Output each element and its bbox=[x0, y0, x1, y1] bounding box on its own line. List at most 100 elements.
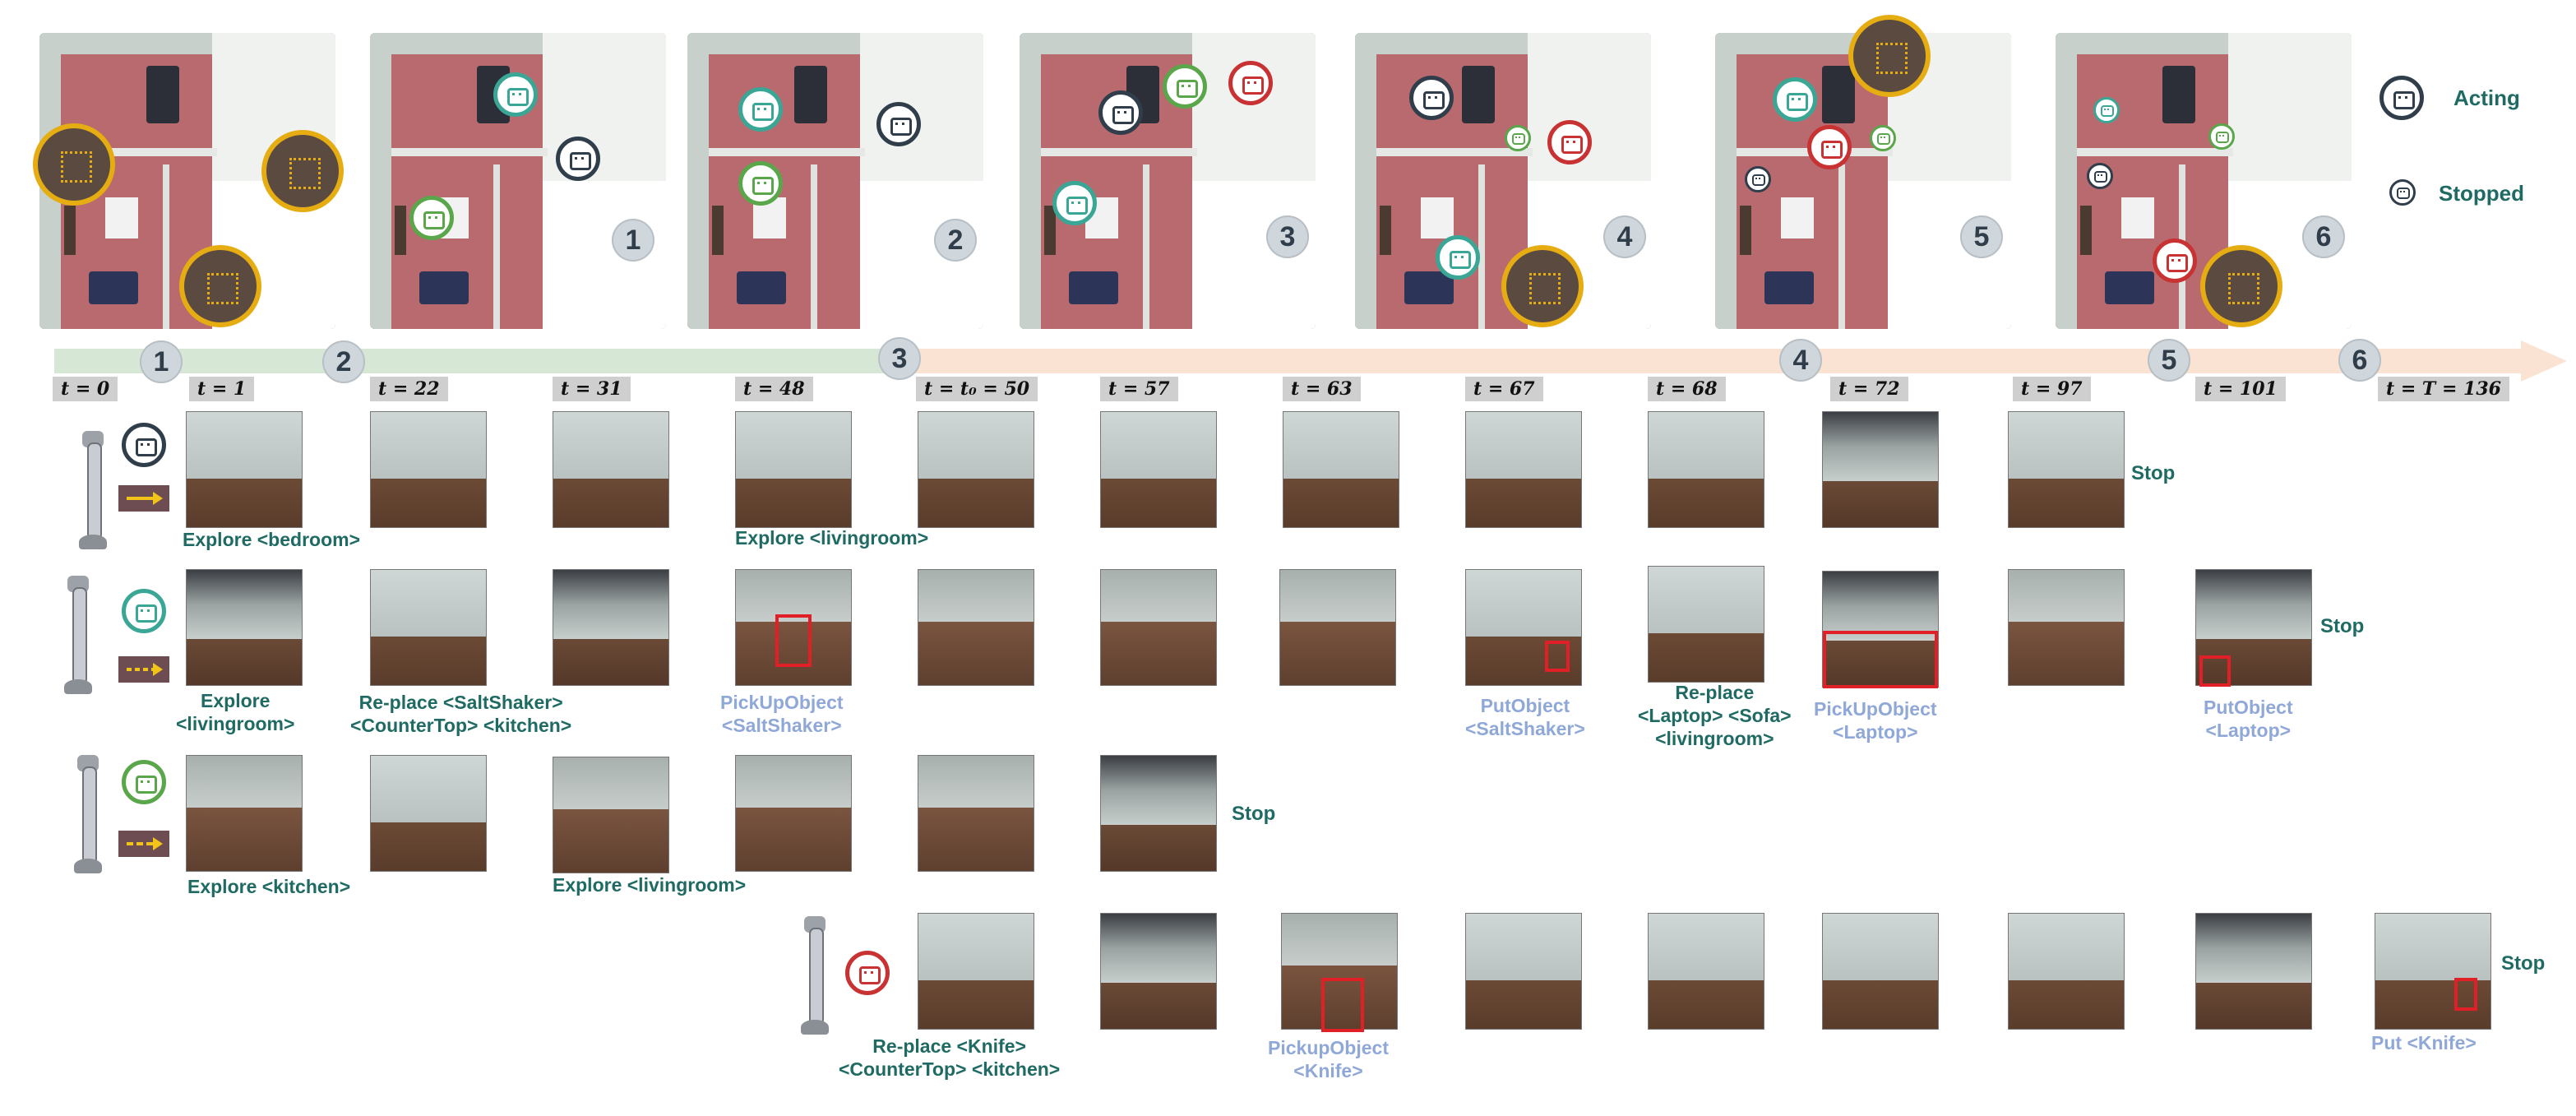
stop-label: Stop bbox=[2501, 952, 2546, 975]
action-label: Explore <livingroom> bbox=[553, 874, 747, 896]
robot-teal-icon bbox=[122, 589, 166, 633]
robot-arm-image bbox=[72, 426, 113, 549]
zoom-callout bbox=[33, 123, 115, 206]
frame bbox=[1465, 411, 1582, 528]
frame bbox=[735, 569, 852, 686]
time-label: t = T = 136 bbox=[2378, 377, 2509, 401]
robot-red-icon bbox=[2153, 238, 2197, 283]
robot-teal-icon bbox=[1773, 77, 1817, 122]
frame bbox=[1822, 411, 1939, 528]
timeline-marker: 1 bbox=[140, 340, 183, 383]
frame bbox=[1100, 755, 1217, 872]
robot-red-icon bbox=[845, 951, 890, 995]
robot-green-icon bbox=[738, 161, 783, 206]
legend-acting-icon bbox=[2379, 76, 2424, 120]
time-label: t = 31 bbox=[553, 377, 631, 401]
legend-stopped-icon bbox=[2389, 179, 2416, 206]
time-label: t = 68 bbox=[1648, 377, 1726, 401]
frame bbox=[1100, 913, 1217, 1030]
timeline-marker: 2 bbox=[322, 340, 365, 383]
zoom-callout bbox=[1848, 15, 1931, 97]
action-label: Explore <livingroom> bbox=[735, 527, 929, 549]
frame bbox=[370, 569, 487, 686]
robot-arm-image bbox=[67, 750, 109, 873]
frame bbox=[1100, 411, 1217, 528]
time-label: t = 1 bbox=[189, 377, 255, 401]
frame bbox=[735, 411, 852, 528]
panel-number: 1 bbox=[612, 219, 654, 262]
zoom-callout bbox=[179, 245, 261, 327]
robot-teal-icon bbox=[1052, 181, 1097, 225]
legend-acting-label: Acting bbox=[2453, 86, 2520, 110]
timeline-marker: 3 bbox=[878, 337, 921, 380]
timeline-marker: 5 bbox=[2148, 339, 2190, 382]
panel-number: 2 bbox=[934, 219, 977, 262]
zoom-callout bbox=[2200, 245, 2282, 327]
frame bbox=[918, 755, 1034, 872]
action-label: Explore <bedroom> bbox=[183, 529, 361, 550]
timeline-arrowhead bbox=[2521, 340, 2567, 382]
robot-dark-icon bbox=[1409, 76, 1454, 120]
zoom-callout bbox=[261, 130, 344, 212]
frame bbox=[370, 755, 487, 872]
action-label: Re-place <Knife> <CounterTop> <kitchen> bbox=[839, 1035, 1061, 1080]
panel-number: 3 bbox=[1266, 215, 1309, 258]
zoom-callout bbox=[1501, 245, 1584, 327]
robot-dark-icon bbox=[1745, 166, 1771, 192]
action-label: PickUpObject <SaltShaker> bbox=[720, 692, 844, 736]
frame bbox=[918, 411, 1034, 528]
trajectory-dashed-arrow-icon bbox=[118, 831, 169, 857]
frame bbox=[1279, 569, 1396, 686]
stop-label: Stop bbox=[2320, 615, 2365, 637]
robot-red-icon bbox=[1547, 120, 1592, 164]
frame bbox=[1822, 913, 1939, 1030]
robot-arm-image bbox=[58, 571, 99, 694]
robot-teal-icon bbox=[1436, 235, 1480, 280]
legend-stopped-label: Stopped bbox=[2439, 181, 2524, 206]
frame bbox=[1648, 913, 1764, 1030]
frame bbox=[1283, 411, 1399, 528]
action-label: PickupObject <Knife> bbox=[1268, 1037, 1389, 1081]
time-label: t = 67 bbox=[1465, 377, 1543, 401]
action-label: PutObject <Laptop> bbox=[2204, 697, 2293, 741]
time-label: t = 22 bbox=[370, 377, 448, 401]
frame bbox=[186, 411, 303, 528]
time-label: t = 72 bbox=[1830, 377, 1908, 401]
robot-green-icon bbox=[1870, 125, 1896, 151]
time-label: t = 57 bbox=[1100, 377, 1178, 401]
time-label: t = 63 bbox=[1283, 377, 1361, 401]
robot-teal-icon bbox=[2093, 97, 2120, 123]
frame bbox=[2195, 913, 2312, 1030]
frame bbox=[2008, 411, 2125, 528]
action-label: PutObject <SaltShaker> bbox=[1465, 695, 1585, 739]
trajectory-solid-arrow-icon bbox=[118, 485, 169, 512]
action-label: Re-place <SaltShaker> <CounterTop> <kitc… bbox=[350, 692, 572, 736]
robot-green-icon bbox=[1163, 64, 1207, 109]
frame bbox=[553, 411, 669, 528]
frame bbox=[1465, 569, 1582, 686]
timeline-marker: 4 bbox=[1779, 339, 1822, 382]
panel-number: 5 bbox=[1960, 215, 2003, 258]
time-label: t = 97 bbox=[2013, 377, 2091, 401]
time-label: t = 48 bbox=[735, 377, 813, 401]
frame bbox=[2375, 913, 2491, 1030]
floor-plan-panel-2 bbox=[687, 33, 983, 329]
robot-green-icon bbox=[409, 196, 454, 240]
frame bbox=[1648, 411, 1764, 528]
robot-green-icon bbox=[122, 760, 166, 804]
robot-dark-icon bbox=[2087, 163, 2113, 189]
trajectory-dotted-arrow-icon bbox=[118, 656, 169, 683]
stop-label: Stop bbox=[2131, 462, 2176, 484]
frame bbox=[1822, 571, 1939, 688]
time-label: t = t₀ = 50 bbox=[916, 377, 1038, 401]
action-label: Re-place <Laptop> <Sofa> <livingroom> bbox=[1638, 682, 1792, 749]
action-label: Put <Knife> bbox=[2371, 1032, 2477, 1053]
action-label: Explore <livingroom> bbox=[176, 690, 295, 734]
frame bbox=[553, 569, 669, 686]
frame bbox=[2195, 569, 2312, 687]
frame bbox=[186, 755, 303, 872]
robot-arm-image bbox=[794, 911, 835, 1035]
frame bbox=[2008, 569, 2125, 686]
robot-red-icon bbox=[1807, 125, 1852, 169]
frame bbox=[1100, 569, 1217, 686]
